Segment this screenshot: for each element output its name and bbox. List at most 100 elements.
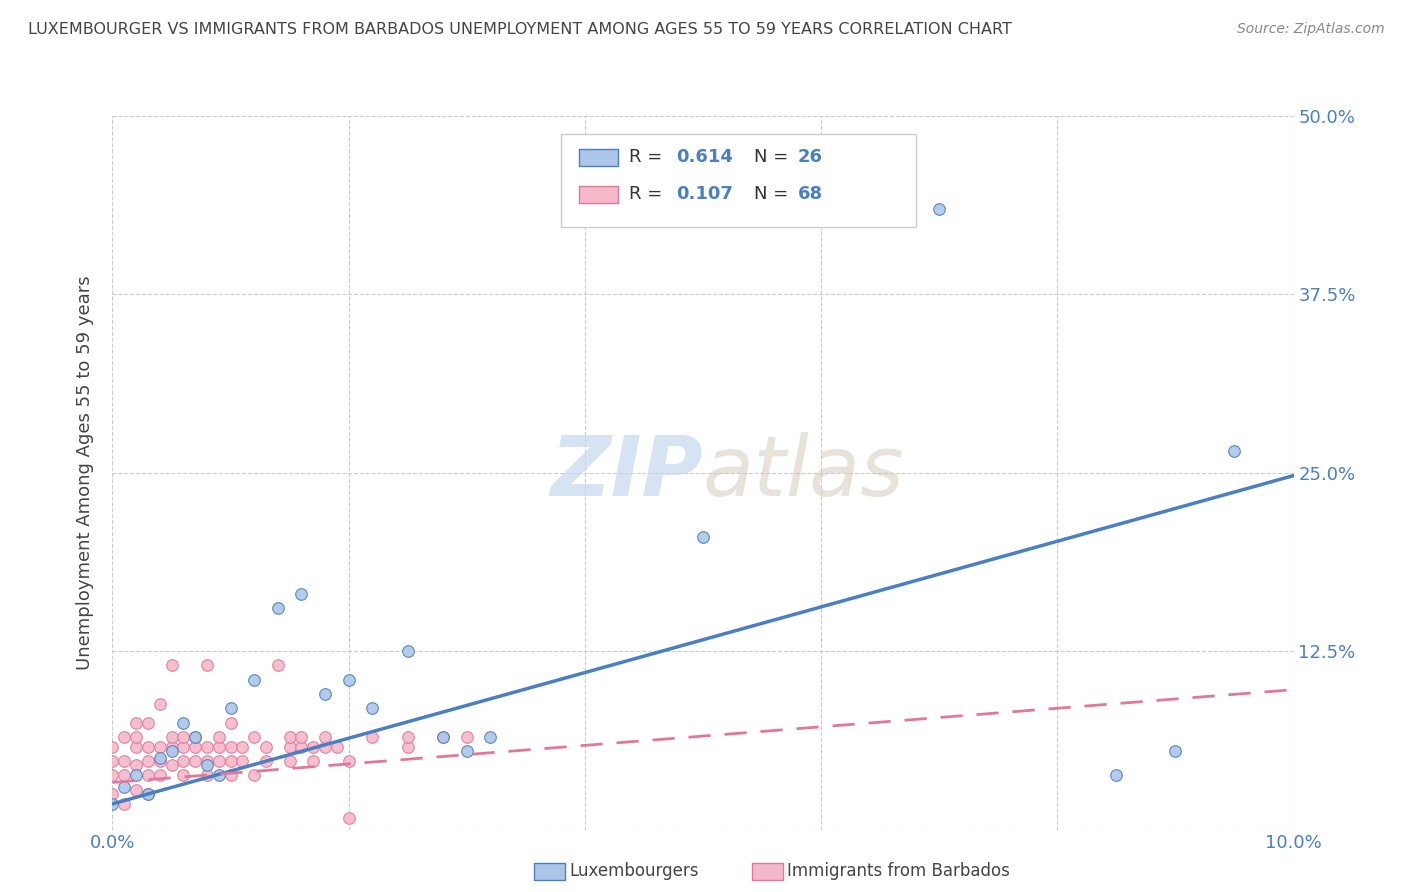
- Point: [149, 697, 172, 711]
- Point: [112, 780, 135, 794]
- Point: [125, 730, 148, 744]
- Text: 26: 26: [797, 148, 823, 166]
- Point: [136, 787, 159, 801]
- Point: [267, 601, 290, 615]
- Point: [219, 754, 242, 768]
- Point: [337, 754, 360, 768]
- Point: [254, 754, 277, 768]
- Point: [1164, 744, 1187, 758]
- Point: [361, 701, 384, 715]
- Point: [101, 739, 124, 754]
- Point: [149, 751, 172, 765]
- Point: [136, 739, 159, 754]
- Point: [125, 768, 148, 782]
- Point: [125, 739, 148, 754]
- Point: [112, 730, 135, 744]
- Point: [184, 739, 207, 754]
- Point: [149, 768, 172, 782]
- Point: [314, 739, 336, 754]
- Point: [112, 768, 135, 782]
- Point: [195, 768, 218, 782]
- Point: [160, 739, 183, 754]
- Point: [254, 739, 277, 754]
- Point: [125, 758, 148, 772]
- Text: 0.614: 0.614: [676, 148, 733, 166]
- Y-axis label: Unemployment Among Ages 55 to 59 years: Unemployment Among Ages 55 to 59 years: [76, 276, 94, 670]
- Point: [172, 754, 194, 768]
- Point: [290, 739, 312, 754]
- Point: [184, 754, 207, 768]
- Point: [432, 730, 454, 744]
- Point: [172, 730, 194, 744]
- Point: [326, 739, 349, 754]
- Point: [456, 744, 478, 758]
- Text: R =: R =: [628, 148, 668, 166]
- Point: [1105, 768, 1128, 782]
- Point: [208, 730, 231, 744]
- Point: [208, 754, 231, 768]
- Point: [208, 768, 231, 782]
- Point: [231, 754, 253, 768]
- Point: [184, 730, 207, 744]
- Point: [243, 673, 266, 687]
- Point: [125, 715, 148, 730]
- Point: [337, 811, 360, 825]
- Point: [231, 739, 253, 754]
- Point: [278, 739, 301, 754]
- FancyBboxPatch shape: [579, 186, 619, 203]
- Point: [101, 787, 124, 801]
- Point: [172, 715, 194, 730]
- Text: Luxembourgers: Luxembourgers: [569, 863, 699, 880]
- Point: [219, 715, 242, 730]
- Text: LUXEMBOURGER VS IMMIGRANTS FROM BARBADOS UNEMPLOYMENT AMONG AGES 55 TO 59 YEARS : LUXEMBOURGER VS IMMIGRANTS FROM BARBADOS…: [28, 22, 1012, 37]
- Text: Immigrants from Barbados: Immigrants from Barbados: [787, 863, 1011, 880]
- Point: [243, 768, 266, 782]
- Point: [136, 715, 159, 730]
- Text: 68: 68: [797, 186, 823, 203]
- Point: [125, 782, 148, 797]
- Point: [195, 758, 218, 772]
- Point: [172, 768, 194, 782]
- Point: [149, 739, 172, 754]
- Point: [136, 768, 159, 782]
- Point: [396, 739, 419, 754]
- Text: N =: N =: [754, 186, 794, 203]
- Point: [101, 754, 124, 768]
- FancyBboxPatch shape: [579, 149, 619, 166]
- Point: [160, 744, 183, 758]
- Text: atlas: atlas: [703, 433, 904, 513]
- Point: [314, 730, 336, 744]
- Point: [195, 658, 218, 673]
- Text: N =: N =: [754, 148, 794, 166]
- Point: [432, 730, 454, 744]
- Text: Source: ZipAtlas.com: Source: ZipAtlas.com: [1237, 22, 1385, 37]
- Point: [456, 730, 478, 744]
- Point: [172, 739, 194, 754]
- Text: ZIP: ZIP: [550, 433, 703, 513]
- Point: [361, 730, 384, 744]
- Point: [112, 754, 135, 768]
- Point: [101, 797, 124, 811]
- Point: [149, 754, 172, 768]
- Point: [337, 673, 360, 687]
- Point: [184, 730, 207, 744]
- Point: [195, 754, 218, 768]
- Point: [928, 202, 950, 216]
- Point: [314, 687, 336, 701]
- Point: [195, 739, 218, 754]
- Point: [160, 758, 183, 772]
- Point: [396, 644, 419, 658]
- Point: [278, 754, 301, 768]
- Point: [479, 730, 502, 744]
- Point: [290, 587, 312, 601]
- Point: [692, 530, 714, 544]
- Point: [219, 701, 242, 715]
- Text: 0.107: 0.107: [676, 186, 733, 203]
- FancyBboxPatch shape: [561, 134, 915, 227]
- Point: [396, 730, 419, 744]
- Point: [290, 730, 312, 744]
- Point: [278, 730, 301, 744]
- Point: [136, 754, 159, 768]
- Point: [136, 787, 159, 801]
- Point: [160, 658, 183, 673]
